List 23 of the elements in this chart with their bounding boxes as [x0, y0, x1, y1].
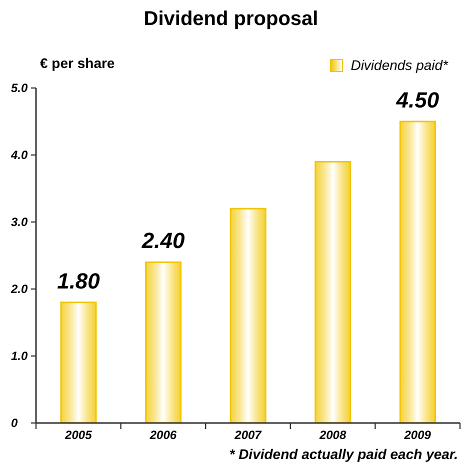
- bar: [145, 261, 182, 423]
- y-tick-label: 3.0: [11, 215, 28, 230]
- x-tick-label: 2007: [234, 428, 263, 442]
- x-tick-label: 2009: [403, 428, 432, 442]
- legend-label: Dividends paid*: [350, 57, 448, 73]
- y-tick-label: 0: [11, 416, 18, 430]
- x-tick-label: 2008: [318, 428, 346, 442]
- data-label: 2.40: [140, 228, 186, 254]
- data-label: 4.50: [395, 88, 440, 112]
- x-tick-label: 2005: [64, 428, 92, 442]
- chart-title: Dividend proposal: [142, 8, 320, 31]
- x-tick-label: 2006: [148, 428, 177, 442]
- y-tick-label: 5.0: [11, 81, 28, 96]
- y-tick-label: 2.0: [10, 282, 28, 296]
- bar: [60, 302, 97, 423]
- y-axis-title: € per share: [40, 55, 115, 71]
- bar: [230, 208, 266, 423]
- y-tick-label: 4.0: [10, 148, 28, 162]
- text: * Dividend actually paid each year.: [229, 446, 458, 462]
- bar: [314, 160, 352, 423]
- y-tick-label: 1.0: [11, 349, 28, 364]
- bar: [399, 120, 436, 423]
- data-label: 1.80: [57, 268, 101, 294]
